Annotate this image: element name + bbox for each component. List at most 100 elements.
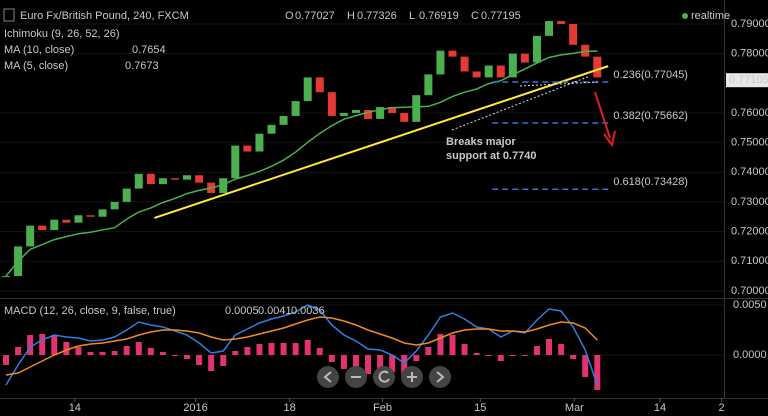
histogram-bar: [15, 347, 22, 355]
candle: [412, 95, 421, 122]
candle: [315, 77, 324, 93]
ohlc-label: L: [409, 10, 415, 22]
status-dot: [682, 13, 688, 19]
histogram-bar: [521, 355, 528, 356]
histogram-bar: [159, 352, 166, 355]
candle: [255, 133, 264, 152]
histogram-bar: [292, 343, 299, 355]
histogram-bar: [365, 355, 372, 374]
candle: [303, 77, 312, 102]
y-tick-label: 0.72000: [731, 225, 768, 237]
histogram-bar: [594, 355, 601, 390]
histogram-bar: [256, 344, 263, 355]
histogram-bar: [304, 340, 311, 355]
ohlc-value: 0.76919: [419, 10, 459, 22]
candle: [448, 50, 457, 57]
histogram-bar: [196, 355, 203, 365]
candle: [520, 53, 529, 63]
candle: [110, 201, 119, 210]
histogram-bar: [352, 355, 359, 371]
drop-arrow: [594, 91, 611, 139]
icon: [436, 371, 445, 383]
histogram-bar: [509, 355, 516, 356]
histogram-bar: [244, 347, 251, 355]
candle: [496, 65, 505, 78]
ohlc-value: 0.77195: [481, 10, 521, 22]
candle: [557, 21, 566, 25]
macd-line: [5, 304, 599, 386]
y-tick-label: 0.0000: [733, 349, 767, 361]
y-tick-label: 0.75000: [731, 137, 768, 149]
histogram-bar: [75, 347, 82, 355]
candle: [26, 225, 35, 247]
histogram-bar: [485, 355, 492, 356]
histogram-bar: [87, 352, 94, 355]
fib-label: 0.236(0.77045): [613, 69, 688, 81]
fib-label: 0.382(0.75662): [613, 110, 688, 122]
histogram-bar: [27, 335, 34, 355]
histogram-bar: [558, 344, 565, 355]
x-tick-label: Feb: [373, 402, 392, 414]
legend-value: 0.0036: [291, 305, 325, 317]
histogram-bar: [389, 355, 396, 372]
candle: [2, 276, 11, 278]
icon: [323, 371, 332, 383]
histogram-bar: [473, 353, 480, 355]
histogram-bar: [328, 355, 335, 362]
ohlc-value: 0.77326: [357, 10, 397, 22]
histogram-bar: [208, 355, 215, 371]
histogram-bar: [437, 334, 444, 355]
candle: [74, 215, 83, 223]
candle: [508, 53, 517, 78]
candle: [364, 110, 373, 119]
candle: [243, 145, 252, 152]
candle: [484, 65, 493, 78]
annotation-arrow: [519, 81, 599, 87]
x-tick-label: 18: [283, 402, 295, 414]
candle: [327, 92, 336, 116]
y-tick-label: 0.0050: [733, 299, 767, 311]
panel-title: MACD (12, 26, close, 9, false, true): [4, 305, 176, 317]
legend-value: 0.0041: [258, 305, 292, 317]
candle: [183, 175, 192, 180]
histogram-bar: [135, 342, 142, 355]
candle: [170, 178, 179, 180]
histogram-bar: [461, 344, 468, 355]
candle: [50, 219, 59, 231]
x-tick-label: 2016: [183, 402, 207, 414]
histogram-bar: [546, 339, 553, 355]
histogram-bar: [171, 355, 178, 356]
candle: [376, 107, 385, 119]
reset-button[interactable]: [373, 366, 395, 388]
candle: [38, 225, 47, 231]
histogram-bar: [220, 355, 227, 366]
candle: [424, 74, 433, 96]
histogram-bar: [316, 348, 323, 355]
candle: [351, 110, 360, 113]
candle: [545, 21, 554, 36]
candle: [388, 107, 397, 113]
indicator-name: MA (5, close): [4, 60, 68, 72]
ohlc-value: 0.77027: [295, 10, 335, 22]
legend-value: 0.0005: [225, 305, 259, 317]
y-tick-label: 0.73000: [731, 196, 768, 208]
annotation: Breaks major: [446, 136, 516, 148]
candle: [219, 178, 228, 194]
histogram-bar: [582, 355, 589, 377]
icon: [407, 372, 417, 382]
histogram-bar: [377, 355, 384, 371]
zoom-toolbar[interactable]: [317, 366, 451, 388]
fib-label: 0.618(0.73428): [613, 176, 688, 188]
candle: [472, 71, 481, 78]
candle: [86, 215, 95, 217]
histogram-bar: [280, 343, 287, 355]
candle: [158, 178, 167, 185]
candle: [122, 188, 131, 202]
scroll-right-button[interactable]: [429, 366, 451, 388]
y-tick-label: 0.76000: [731, 107, 768, 119]
y-tick-label: 0.78000: [731, 48, 768, 60]
x-tick-label: 14: [69, 402, 81, 414]
scroll-left-button[interactable]: [317, 366, 339, 388]
last-price-box: [726, 73, 768, 88]
histogram-bar: [449, 335, 456, 355]
